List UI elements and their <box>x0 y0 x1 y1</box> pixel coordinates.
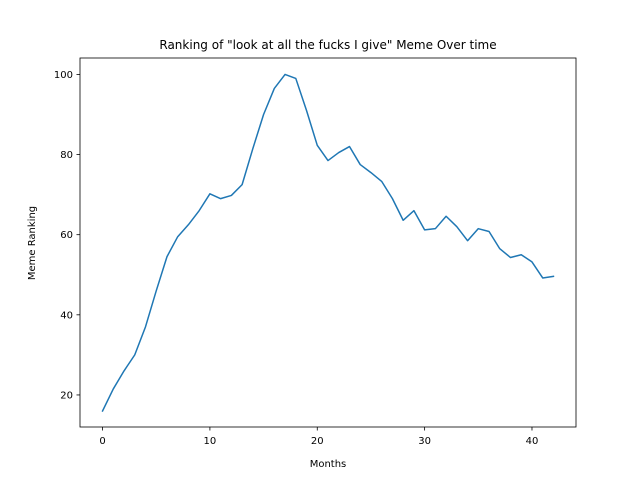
x-tick-label: 20 <box>311 436 324 447</box>
x-tick-label: 0 <box>99 436 105 447</box>
x-axis-label: Months <box>310 459 347 470</box>
chart-title: Ranking of "look at all the fucks I give… <box>159 38 496 52</box>
series-line-0 <box>101 73 555 412</box>
y-tick-label: 40 <box>60 310 73 321</box>
y-tick-label: 100 <box>54 70 73 81</box>
y-tick-label: 80 <box>60 150 73 161</box>
axes: 0 10 20 30 40 20 40 60 80 100 <box>54 57 577 447</box>
y-tick-label: 20 <box>60 390 73 401</box>
x-tick-label: 10 <box>204 436 217 447</box>
x-tick-label: 30 <box>418 436 431 447</box>
y-tick-label: 60 <box>60 230 73 241</box>
plot-area <box>101 73 555 412</box>
axes-frame <box>79 57 577 428</box>
y-axis-label: Meme Ranking <box>27 206 38 280</box>
x-tick-label: 40 <box>526 436 539 447</box>
